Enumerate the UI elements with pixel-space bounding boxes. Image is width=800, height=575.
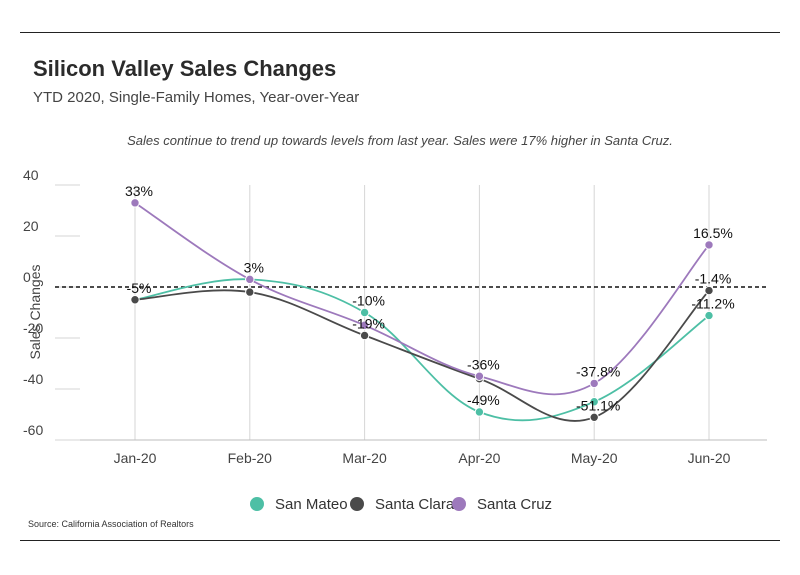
y-tick-label: 20	[23, 218, 39, 234]
data-label: -10%	[352, 293, 385, 309]
y-tick-label: -40	[23, 371, 43, 387]
data-point-santa-clara	[704, 285, 714, 296]
data-label: -19%	[352, 315, 385, 331]
data-point-santa-cruz	[130, 198, 140, 208]
y-tick-label: 0	[23, 269, 31, 285]
series-layer	[130, 198, 714, 423]
data-point-san-mateo	[359, 307, 370, 318]
y-axis-title: Sales Changes	[27, 265, 43, 360]
data-label: -1.4%	[695, 271, 732, 287]
data-label: -49%	[467, 392, 500, 408]
legend-swatch-santa-clara	[350, 497, 364, 511]
data-point-santa-cruz	[245, 274, 255, 285]
chart-annotation: Sales continue to trend up towards level…	[127, 133, 673, 148]
data-label: -37.8%	[576, 363, 620, 379]
data-point-san-mateo	[589, 397, 599, 407]
data-point-san-mateo	[704, 310, 714, 321]
chart-subtitle: YTD 2020, Single-Family Homes, Year-over…	[33, 89, 360, 106]
data-point-santa-clara	[359, 330, 370, 341]
x-tick-label: Mar-20	[342, 450, 387, 466]
data-label: 3%	[244, 259, 264, 275]
y-tick-label: -60	[23, 422, 43, 438]
legend-swatch-san-mateo	[250, 497, 264, 511]
data-point-santa-cruz	[704, 240, 714, 250]
data-label: 16.5%	[693, 225, 733, 241]
data-point-santa-cruz	[359, 320, 370, 330]
x-tick-label: Feb-20	[228, 450, 273, 466]
source-note: Source: California Association of Realto…	[28, 519, 194, 529]
legend-swatch-santa-cruz	[452, 497, 466, 511]
y-tick-label: 40	[23, 167, 39, 183]
data-point-santa-cruz	[589, 378, 599, 389]
x-tick-label: Apr-20	[458, 450, 500, 466]
chart-title: Silicon Valley Sales Changes	[33, 56, 337, 81]
legend-label-santa-cruz: Santa Cruz	[477, 496, 552, 513]
legend-label-san-mateo: San Mateo	[275, 496, 348, 513]
axis-layer: 40 20 0 -20 -40 -60 Jan-20 Feb-20 Mar-20 Apr-20 Ma…	[23, 167, 731, 466]
data-label: -51.1%	[576, 397, 620, 413]
y-tick-label: -20	[23, 320, 43, 336]
x-tick-label: Jun-20	[688, 450, 731, 466]
legend: San Mateo Santa Clara Santa Cruz	[250, 496, 552, 513]
data-point-santa-clara	[130, 295, 140, 305]
data-label: -11.2%	[691, 296, 734, 312]
data-point-santa-clara	[589, 412, 599, 423]
data-label: -5%	[127, 280, 152, 296]
series-line-santa-clara	[134, 289, 710, 422]
x-tick-label: Jan-20	[114, 450, 157, 466]
grid-layer	[55, 184, 767, 441]
data-point-santa-cruz	[474, 371, 485, 381]
series-line-san-mateo	[134, 278, 710, 422]
data-point-san-mateo	[474, 407, 485, 417]
data-label: 33%	[125, 183, 153, 199]
data-label: -36%	[467, 356, 500, 372]
data-point-santa-clara	[245, 287, 255, 297]
legend-label-santa-clara: Santa Clara	[375, 496, 455, 513]
bottom-rule	[20, 540, 780, 541]
label-layer: -10% -49% -11.2% -5% -19% -51.1% -1.4% 33% 3% -36…	[125, 183, 735, 413]
top-rule	[20, 32, 780, 33]
x-tick-label: May-20	[571, 450, 618, 466]
series-line-santa-cruz	[134, 202, 710, 396]
